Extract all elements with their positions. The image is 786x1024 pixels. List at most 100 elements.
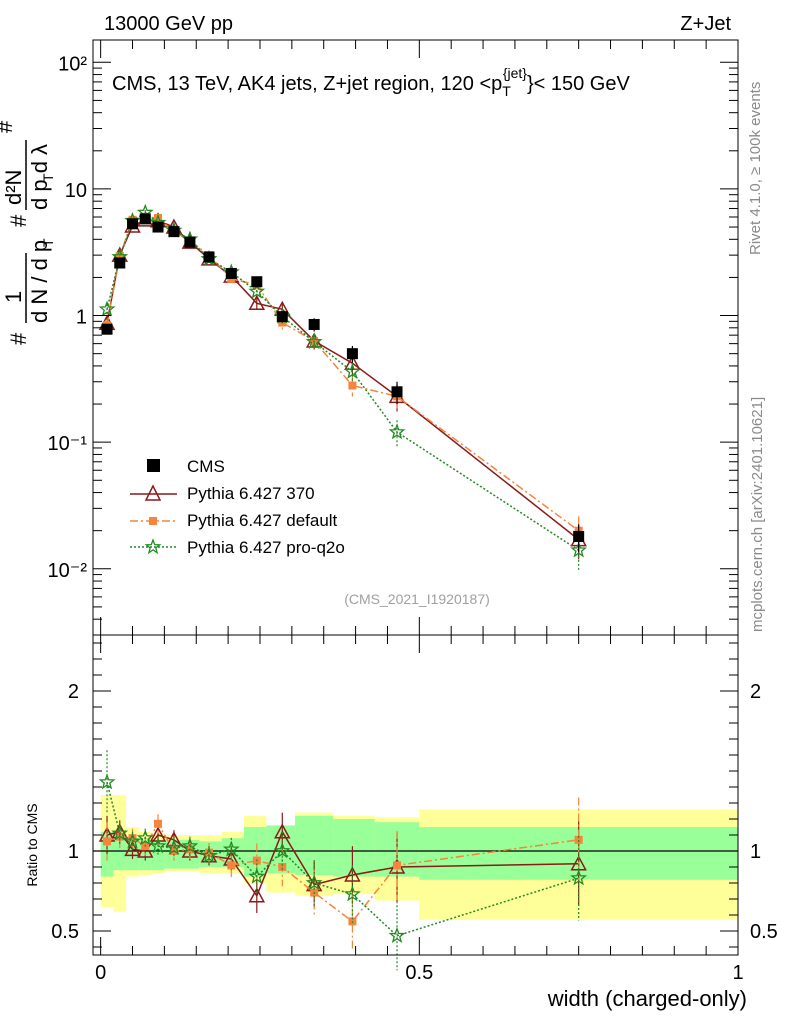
ratio-point: [98, 773, 116, 790]
legend-marker-default: [149, 517, 157, 525]
ratio-point: [124, 832, 141, 849]
ratio-y-tick-label-right: 0.5: [750, 921, 778, 943]
x-tick-label: 0.5: [405, 962, 433, 984]
analysis-tag: (CMS_2021_I1920187): [344, 591, 490, 607]
uncertainty-band-green: [333, 819, 375, 877]
y-label-hash-3: #: [0, 120, 17, 133]
data-point: [251, 276, 263, 288]
ratio-point: [273, 842, 291, 859]
uncertainty-band-green: [244, 827, 267, 877]
ratio-point: [103, 837, 112, 846]
ratio-point: [343, 885, 361, 902]
y-label-frac2-num: d²N: [1, 170, 26, 205]
header-process-label: Z+Jet: [680, 13, 731, 35]
data-point: [308, 318, 320, 330]
ratio-point: [124, 840, 141, 857]
ratio-point: [570, 869, 588, 886]
y-label-hash-1: #: [6, 332, 31, 345]
data-point: [573, 530, 585, 542]
main-y-tick-label: 1: [76, 307, 87, 329]
x-tick-label: 1: [732, 962, 743, 984]
y-label-frac1-sub: T: [40, 238, 56, 247]
data-point: [139, 213, 151, 225]
main-y-tick-label: 10⁻²: [48, 560, 88, 582]
series-line: [106, 219, 580, 541]
y-label-frac2-den: d p d λ: [27, 144, 52, 210]
legend-marker-proq2o: [144, 538, 162, 555]
series-pythia-6-427-default: [103, 213, 583, 551]
ratio-y-tick-label-right: 1: [750, 841, 761, 863]
ratio-point: [200, 846, 218, 864]
data-point: [276, 311, 288, 323]
main-panel: 10⁻² 10⁻¹ 1 10 10²: [48, 39, 739, 636]
legend-label-proq2o: Pythia 6.427 pro-q2o: [187, 538, 345, 557]
data-point: [168, 226, 180, 238]
plot-title-main: CMS, 13 TeV, AK4 jets, Z+jet region, 120…: [112, 73, 502, 95]
ratio-point: [222, 840, 240, 857]
rivet-version-label: Rivet 4.1.0, ≥ 100k events: [747, 82, 764, 255]
main-y-tick-label: 10: [65, 180, 87, 202]
data-point: [343, 362, 361, 379]
series-cms: [101, 213, 585, 553]
plot-title: CMS, 13 TeV, AK4 jets, Z+jet region, 120…: [112, 65, 630, 99]
data-point: [115, 252, 124, 261]
legend: CMS Pythia 6.427 370 Pythia 6.427 defaul…: [130, 457, 345, 557]
ratio-panel-frame: [92, 634, 739, 956]
ratio-y-tick-label: 1: [68, 841, 79, 863]
ratio-point: [344, 866, 361, 882]
legend-label-cms: CMS: [187, 457, 225, 476]
legend-label-default: Pythia 6.427 default: [187, 511, 338, 530]
data-point: [203, 251, 215, 263]
ratio-point: [149, 837, 167, 854]
legend-marker-cms: [147, 459, 160, 472]
ratio-series-2: [98, 750, 588, 971]
data-point: [101, 323, 113, 335]
ratio-point: [248, 887, 266, 903]
ratio-y-tick-label-right: 2: [750, 681, 761, 703]
ratio-point: [388, 926, 406, 944]
ratio-panel: 0.5 0.5 1 1 2 2: [51, 634, 778, 971]
ratio-point: [204, 848, 213, 857]
data-point: [391, 386, 403, 398]
main-y-tick-label: 10⁻¹: [48, 433, 88, 455]
main-y-axis-label: # 1 d N / d p T # d²N d p d λ T #: [0, 120, 56, 345]
ratio-point: [165, 838, 183, 856]
ratio-point: [128, 834, 137, 843]
data-point: [98, 300, 116, 317]
x-axis-label: width (charged-only): [547, 986, 747, 1011]
ratio-y-tick-label: 0.5: [51, 921, 79, 943]
y-label-frac1-den: d N / d p: [27, 240, 52, 323]
ratio-point: [137, 842, 154, 858]
plot-title-sup: {jet}: [503, 65, 527, 81]
ratio-point: [111, 824, 129, 841]
data-point: [248, 294, 266, 311]
ratio-point: [154, 819, 163, 828]
series-pythia-6-427-370: [98, 211, 587, 560]
data-point: [114, 257, 126, 269]
data-point: [305, 332, 323, 349]
y-label-hash-2: #: [6, 214, 31, 227]
legend-label-370: Pythia 6.427 370: [187, 484, 315, 503]
data-point: [388, 423, 406, 440]
main-y-tick-label: 10²: [58, 53, 87, 75]
ratio-point: [278, 863, 287, 871]
ratio-y-tick-label: 2: [68, 681, 79, 703]
data-point: [152, 221, 164, 233]
ratio-point: [393, 861, 402, 870]
data-point: [346, 348, 358, 360]
data-point: [348, 381, 357, 390]
x-tick-label: 0: [95, 962, 106, 984]
ratio-point: [574, 835, 583, 844]
data-point: [154, 213, 163, 222]
data-point: [248, 282, 266, 299]
plot-title-end: }< 150 GeV: [527, 73, 631, 95]
data-point: [225, 267, 237, 279]
uncertainty-band-green: [113, 835, 127, 871]
ratio-y-axis-label: Ratio to CMS: [24, 803, 40, 886]
data-point: [570, 541, 588, 558]
ratio-point: [227, 861, 236, 870]
data-point: [344, 354, 361, 370]
ratio-point: [305, 874, 323, 891]
mcplots-label: mcplots.cern.ch [arXiv:2401.10621]: [749, 397, 766, 632]
